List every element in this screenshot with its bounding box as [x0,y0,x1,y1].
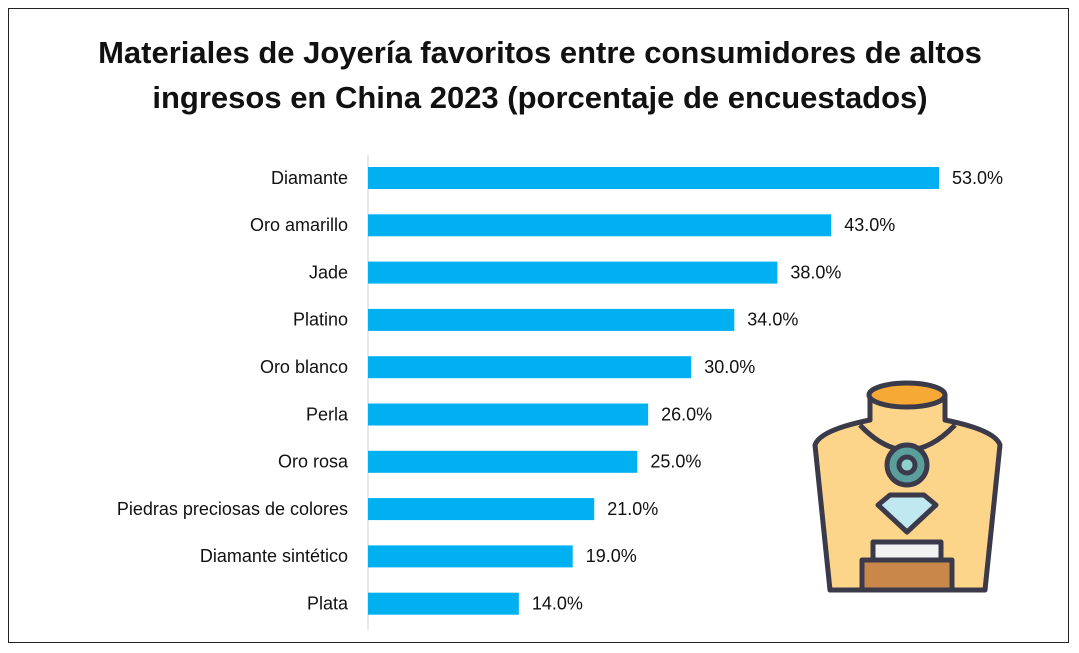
value-label: 26.0% [661,404,712,424]
category-label: Platino [293,310,348,330]
jewelry-icon [812,380,1003,593]
value-label: 21.0% [607,499,658,519]
value-label: 43.0% [844,215,895,235]
value-label: 38.0% [790,262,841,282]
bar [368,592,519,615]
value-label: 53.0% [952,168,1003,188]
bar [368,167,939,189]
value-label: 14.0% [532,593,583,613]
bar [368,498,595,521]
category-label: Piedras preciosas de colores [117,499,348,519]
chart-title: Materiales de Joyería favoritos entre co… [98,35,982,115]
value-label: 25.0% [650,452,701,472]
category-label: Diamante sintético [200,546,348,566]
category-label: Oro rosa [278,452,349,472]
category-label: Oro amarillo [250,215,348,235]
category-label: Plata [307,593,349,613]
category-label: Diamante [271,168,348,188]
value-label: 34.0% [747,310,798,330]
bar [368,308,735,331]
bar [368,261,778,284]
bar [368,545,573,568]
value-label: 30.0% [704,357,755,377]
bar [368,356,692,379]
category-label: Oro blanco [260,357,348,377]
bar [368,450,638,473]
category-label: Perla [306,404,349,424]
category-label: Jade [309,262,348,282]
chart-frame [8,8,1069,643]
bar [368,403,649,426]
bar [368,214,832,237]
value-label: 19.0% [586,546,637,566]
